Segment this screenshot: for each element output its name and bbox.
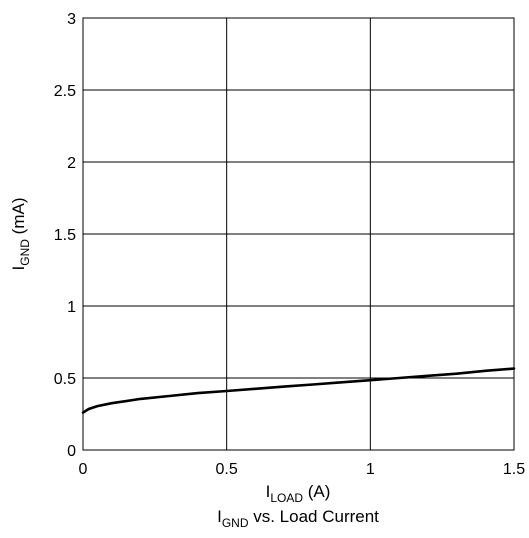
x-tick-label: 1	[366, 461, 375, 478]
x-tick-label: 0	[79, 461, 88, 478]
y-tick-labels: 0 0.5 1 1.5 2 2.5 3	[54, 11, 76, 460]
x-tick-label: 0.5	[216, 461, 238, 478]
y-tick-label: 1	[67, 299, 76, 316]
y-tick-label: 1.5	[54, 227, 76, 244]
y-tick-label: 3	[67, 11, 76, 28]
y-tick-label: 0	[67, 443, 76, 460]
x-tick-labels: 0 0.5 1 1.5	[79, 461, 526, 478]
x-axis-label: ILOAD (A)	[266, 482, 331, 505]
x-tick-label: 1.5	[503, 461, 525, 478]
chart-title: IGND vs. Load Current	[217, 507, 379, 530]
y-tick-label: 2.5	[54, 83, 76, 100]
y-tick-label: 2	[67, 155, 76, 172]
y-axis-label: IGND (mA)	[9, 198, 32, 271]
y-tick-label: 0.5	[54, 371, 76, 388]
